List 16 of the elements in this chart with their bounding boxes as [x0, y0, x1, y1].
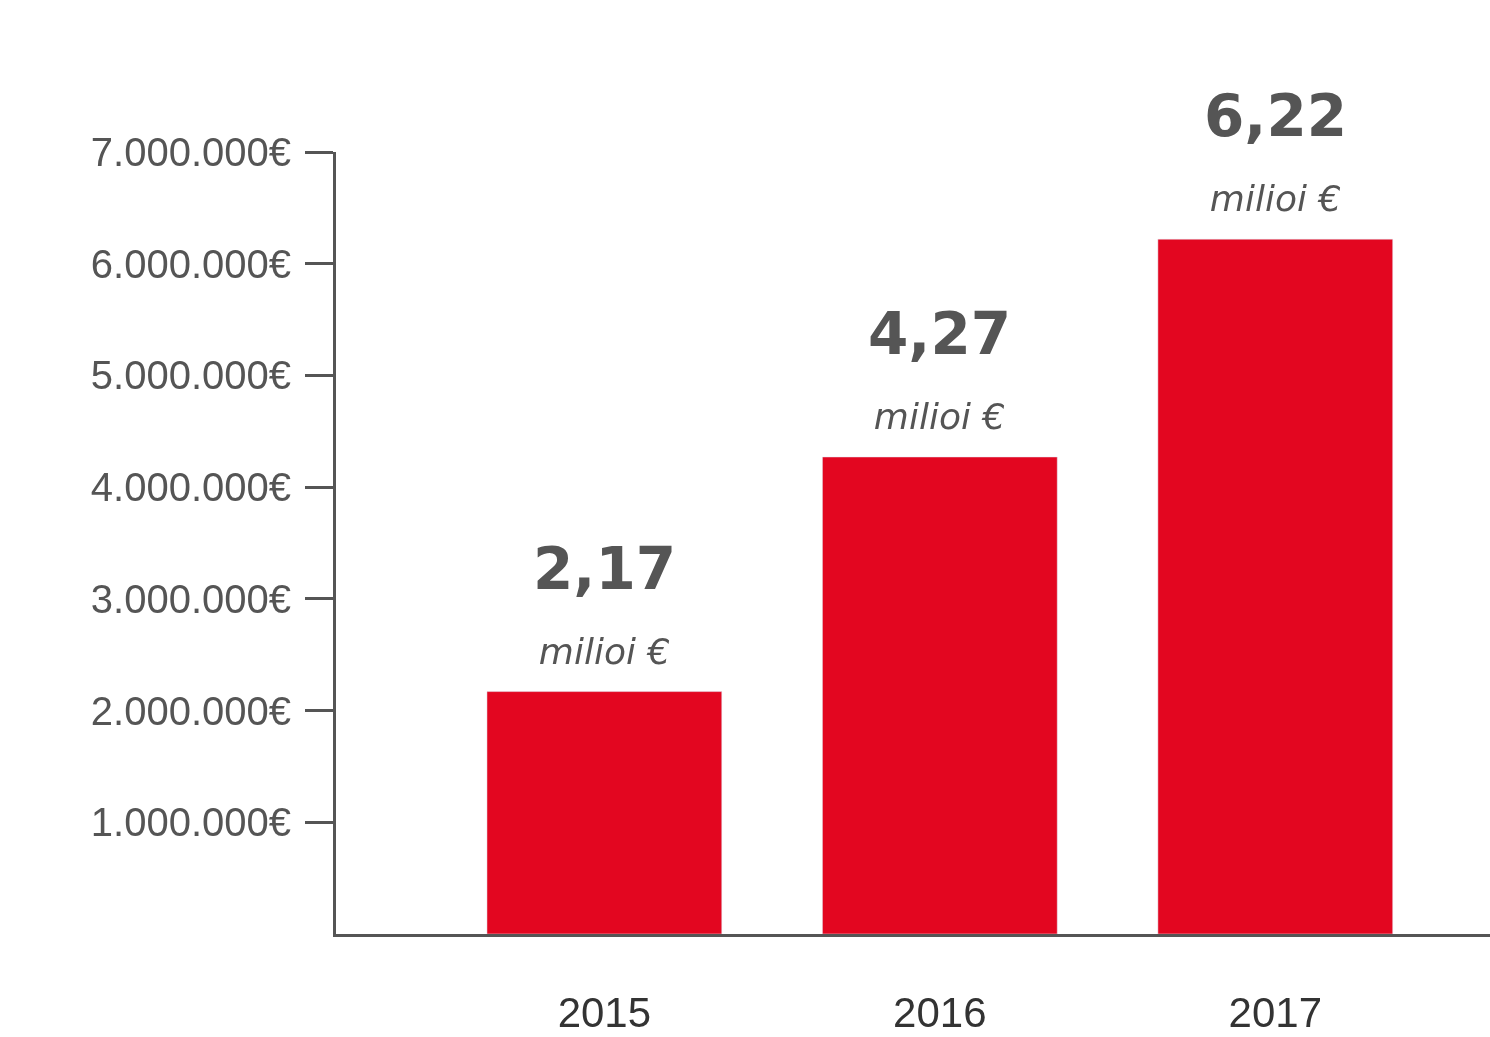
y-tick-label: 3.000.000€ [90, 576, 291, 621]
y-tick-label: 6.000.000€ [90, 241, 291, 286]
x-tick-label: 2015 [557, 989, 652, 1037]
annotation: 2,17 milioi € [533, 535, 677, 673]
bar [1157, 238, 1393, 934]
bar [822, 456, 1058, 934]
y-tick-label: 1.000.000€ [90, 800, 291, 845]
annotation: 6,22 milioi € [1204, 82, 1348, 220]
y-tick-label: 4.000.000€ [90, 465, 291, 510]
y-tick-label: 2.000.000€ [90, 688, 291, 733]
x-tick-label: 2016 [893, 989, 987, 1037]
y-tick-label: 5.000.000€ [90, 353, 291, 398]
bar [486, 691, 723, 934]
annotation: 4,27 milioi € [868, 300, 1012, 438]
x-tick-label: 2017 [1228, 989, 1323, 1037]
y-tick-label: 7.000.000€ [90, 130, 291, 174]
